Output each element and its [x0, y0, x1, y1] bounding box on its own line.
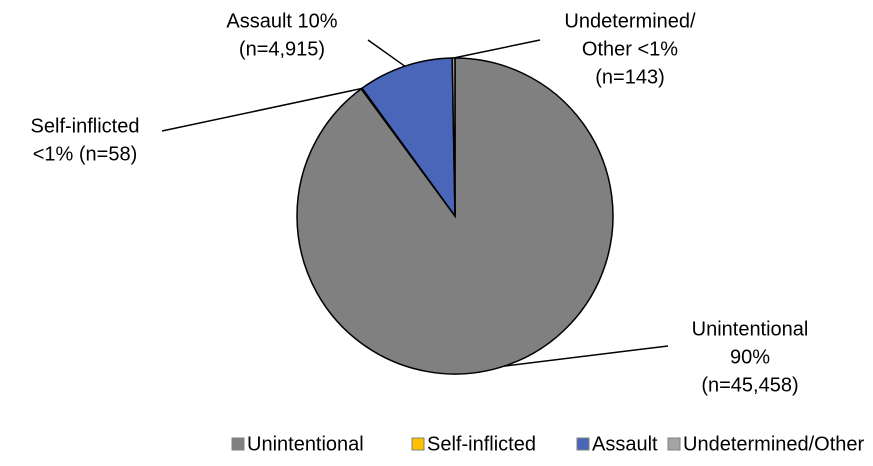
data-label: Unintentional — [692, 318, 809, 340]
legend-label: Unintentional — [247, 433, 364, 455]
legend-swatch — [667, 437, 681, 451]
leader-line — [453, 39, 541, 59]
data-label: (n=143) — [595, 66, 665, 88]
legend-swatch — [231, 437, 245, 451]
legend-label: Assault — [592, 433, 658, 455]
data-label: (n=45,458) — [701, 374, 798, 396]
legend-swatch — [411, 437, 425, 451]
data-label: Self-inflicted — [31, 115, 140, 137]
leader-line — [504, 345, 669, 367]
legend-label: Undetermined/Other — [683, 433, 865, 455]
leader-line — [161, 87, 362, 132]
data-label: Assault 10% — [226, 10, 337, 32]
data-label: <1% (n=58) — [33, 143, 138, 165]
legend-swatch — [576, 437, 590, 451]
legend-label: Self-inflicted — [427, 433, 536, 455]
leader-line — [367, 39, 406, 67]
data-label: Undetermined/ — [564, 10, 696, 32]
data-label: (n=4,915) — [239, 38, 325, 60]
data-label: Other <1% — [582, 38, 678, 60]
data-label: 90% — [730, 346, 770, 368]
